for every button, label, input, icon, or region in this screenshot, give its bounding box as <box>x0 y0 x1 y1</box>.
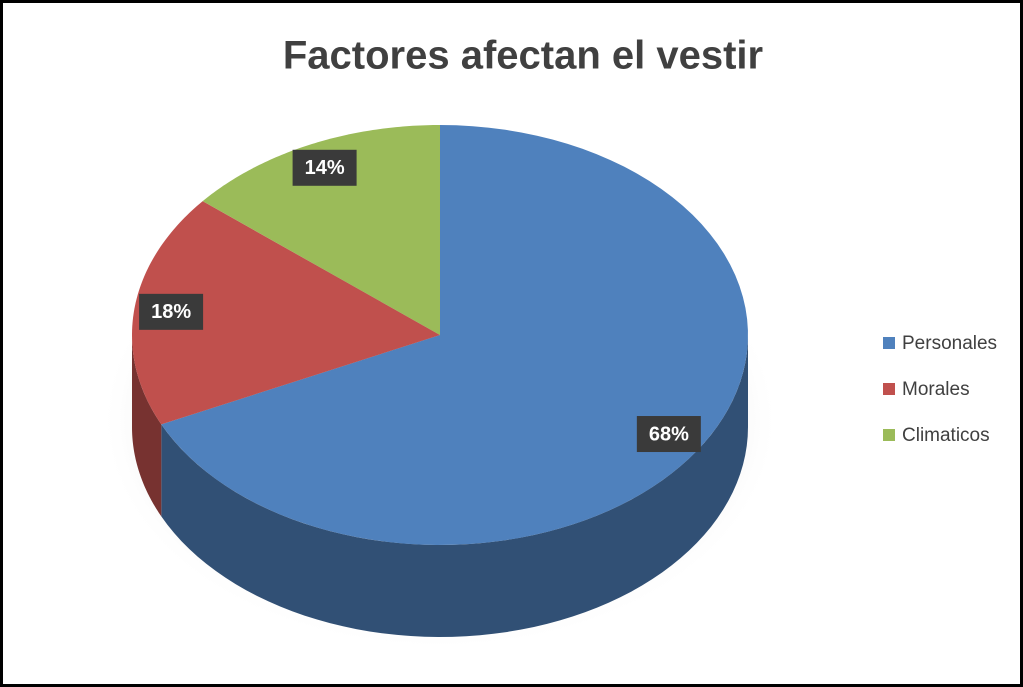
data-label-box <box>139 293 204 330</box>
data-label: 68% <box>649 423 689 445</box>
slice-side <box>132 335 162 517</box>
legend: Personales Morales Climaticos <box>883 333 997 446</box>
legend-label: Personales <box>902 333 997 354</box>
legend-swatch <box>883 337 895 349</box>
pie: 68% 18% 14% <box>132 125 749 637</box>
legend-swatch <box>883 383 895 395</box>
legend-label: Morales <box>902 379 970 400</box>
legend-swatch <box>883 429 895 441</box>
data-label: 14% <box>305 157 345 179</box>
slice <box>132 201 441 425</box>
slice <box>202 125 440 335</box>
legend-label: Climaticos <box>902 425 990 446</box>
slice-side <box>161 335 749 637</box>
slice <box>161 125 748 545</box>
data-label-box <box>636 416 701 453</box>
data-label-box <box>292 149 357 186</box>
data-label: 18% <box>151 301 191 323</box>
chart-title: Factores afectan el vestir <box>283 34 763 78</box>
